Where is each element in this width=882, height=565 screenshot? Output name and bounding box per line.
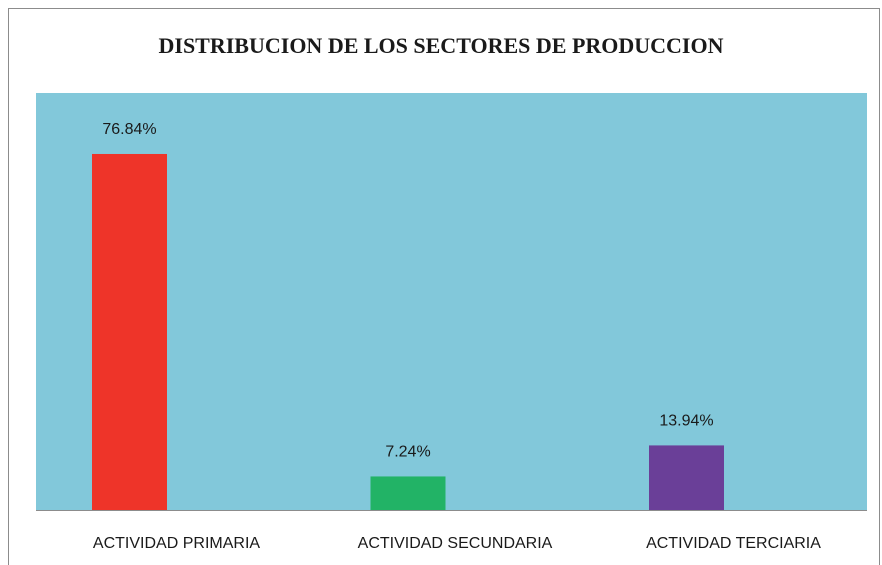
plot-area xyxy=(36,93,867,510)
value-label: 7.24% xyxy=(385,444,430,461)
bar xyxy=(370,476,446,510)
x-tick-label: ACTIVIDAD TERCIARIA xyxy=(646,535,821,552)
chart-title: DISTRIBUCION DE LOS SECTORES DE PRODUCCI… xyxy=(159,33,724,58)
x-tick-label: ACTIVIDAD PRIMARIA xyxy=(93,535,260,552)
bar xyxy=(92,153,167,510)
value-label: 13.94% xyxy=(659,413,713,430)
value-label: 76.84% xyxy=(102,121,156,138)
x-tick-label: ACTIVIDAD SECUNDARIA xyxy=(358,535,553,552)
bar xyxy=(649,445,724,510)
